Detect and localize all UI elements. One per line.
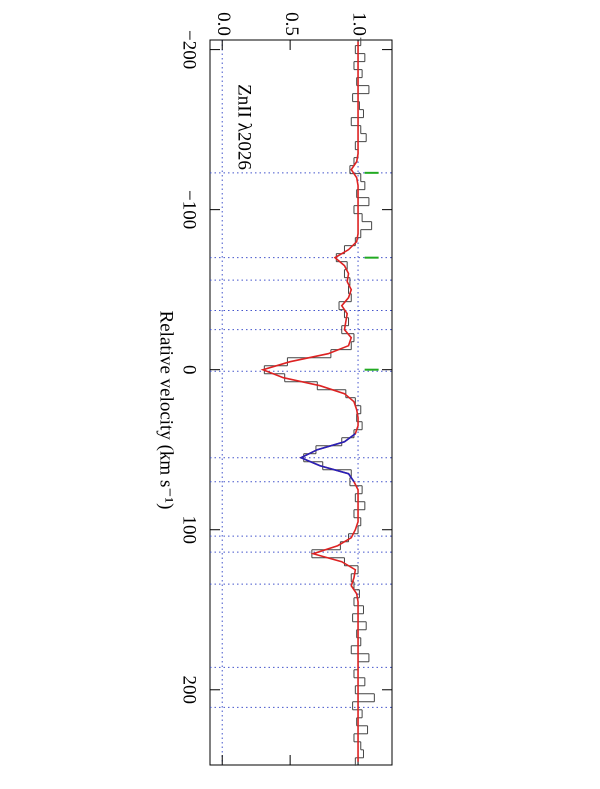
x-tick-label: 100 — [179, 515, 200, 544]
x-axis-label: Relative velocity (km s⁻¹) — [156, 311, 177, 510]
y-tick-label: 1.0 — [349, 12, 370, 36]
plot-frame — [209, 39, 393, 766]
x-tick-label: 0 — [179, 365, 200, 375]
x-tick-label: 200 — [179, 676, 200, 705]
annotation: ZnII λ2026 — [234, 84, 255, 170]
x-tick-label: −200 — [179, 30, 200, 69]
x-tick-label: −100 — [179, 190, 200, 229]
y-tick-label: 0.0 — [213, 12, 234, 36]
fit-line — [299, 433, 356, 483]
fit-line — [260, 41, 359, 762]
y-tick-label: 0.5 — [281, 12, 302, 36]
